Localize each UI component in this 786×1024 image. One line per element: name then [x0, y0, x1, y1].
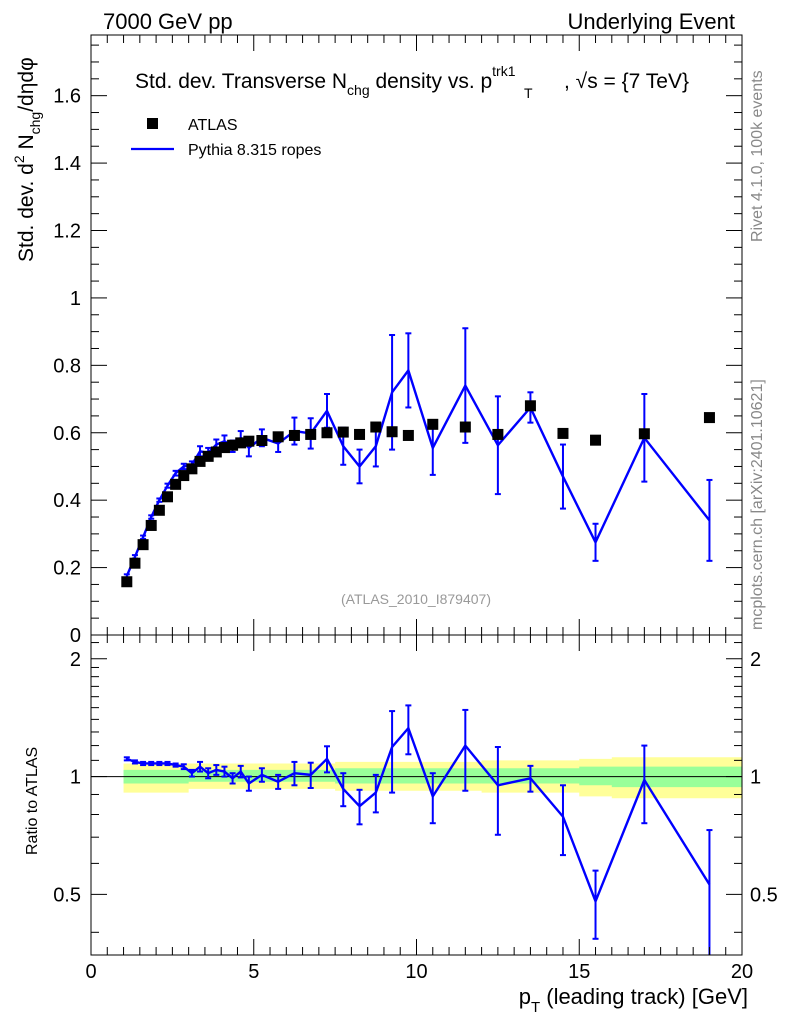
main-y-tick-label: 0.8	[53, 355, 81, 377]
ratio-y-tick-label-right: 2	[750, 649, 761, 671]
x-tick-label: 5	[248, 961, 259, 983]
main-y-tick-label: 0.6	[53, 423, 81, 445]
atlas-point	[227, 439, 239, 451]
atlas-point	[272, 431, 284, 443]
main-y-axis-label: Std. dev. d2 Nchg/dηdφ	[11, 57, 43, 262]
ratio-line	[126, 726, 711, 903]
ylabel-sub: chg	[27, 112, 43, 135]
legend-pythia-label: Pythia 8.315 ropes	[188, 142, 321, 159]
atlas-point	[145, 519, 157, 531]
atlas-point	[243, 435, 255, 447]
ratio-y-tick-label-right: 0.5	[750, 884, 778, 906]
atlas-point	[337, 426, 349, 438]
title-suffix: , √s = {7 TeV}	[564, 70, 689, 93]
main-y-tick-label: 0.2	[53, 558, 81, 580]
header-left-label: 7000 GeV pp	[103, 9, 233, 34]
main-plot-title: Std. dev. Transverse Nchg density vs. pt…	[135, 63, 689, 101]
atlas-point	[370, 421, 382, 433]
atlas-point	[210, 446, 222, 458]
analysis-label: (ATLAS_2010_I879407)	[341, 591, 491, 607]
ylabel-sup: 2	[11, 155, 27, 163]
atlas-point	[638, 428, 650, 440]
xlabel-suffix: (leading track) [GeV]	[540, 984, 748, 1009]
atlas-point	[194, 455, 206, 467]
atlas-point	[305, 428, 317, 440]
x-tick-label: 0	[85, 961, 96, 983]
legend: ATLAS Pythia 8.315 ropes	[131, 117, 321, 159]
title-sub-chg: chg	[347, 82, 370, 98]
ylabel-suffix: /dηdφ	[15, 57, 38, 112]
xlabel-sub: T	[531, 999, 540, 1016]
main-y-tick-label: 0	[70, 625, 81, 647]
atlas-point	[288, 429, 300, 441]
atlas-point	[492, 428, 504, 440]
pythia-line	[125, 369, 711, 577]
ylabel-n: N	[15, 134, 38, 155]
x-tick-label: 20	[731, 961, 753, 983]
rivet-version-label: Rivet 4.1.0, 100k events	[749, 70, 766, 242]
main-y-tick-label: 1.6	[53, 86, 81, 108]
ratio-y-tick-label: 1	[70, 767, 81, 789]
main-panel: 0 0.2 0.4 0.6 0.8 1 1.2 1.4 1.6 Std. dev. Transv…	[11, 34, 743, 647]
atlas-point	[153, 504, 165, 516]
title-prefix: Std. dev. Transverse N	[135, 70, 347, 93]
atlas-point	[218, 442, 230, 454]
atlas-point	[524, 400, 536, 412]
atlas-point	[321, 427, 333, 439]
atlas-point	[137, 539, 149, 551]
main-y-tick-label: 1	[70, 288, 81, 310]
atlas-point	[459, 421, 471, 433]
title-sup-trk1: trk1	[492, 63, 516, 79]
atlas-point	[129, 557, 141, 569]
atlas-point	[256, 435, 268, 447]
atlas-point	[402, 429, 414, 441]
x-axis-label: pT (leading track) [GeV]	[519, 984, 748, 1016]
ratio-panel: 0.5 0.51 12 20 5 10 15 20 Ratio to ATLAS pT (le…	[24, 634, 778, 1016]
main-y-tick-label: 0.4	[53, 490, 81, 512]
header-right-label: Underlying Event	[567, 9, 735, 34]
ratio-y-tick-label: 2	[70, 649, 81, 671]
atlas-point	[427, 418, 439, 430]
atlas-point	[121, 576, 133, 588]
ylabel-prefix: Std. dev. d	[15, 163, 38, 262]
x-tick-label: 15	[568, 961, 590, 983]
ratio-y-tick-label-right: 1	[750, 767, 761, 789]
title-middle: density vs. p	[370, 70, 493, 93]
atlas-point	[170, 478, 182, 490]
ratio-y-tick-label: 0.5	[53, 884, 81, 906]
x-tick-label: 10	[405, 961, 427, 983]
atlas-point	[703, 412, 715, 424]
atlas-point	[354, 428, 366, 440]
legend-atlas-label: ATLAS	[188, 117, 238, 134]
atlas-point	[202, 450, 214, 462]
xlabel-prefix: p	[519, 984, 531, 1009]
atlas-point	[235, 437, 247, 449]
atlas-point	[386, 426, 398, 438]
main-y-tick-label: 1.4	[53, 153, 81, 175]
title-sub-t: T	[524, 85, 533, 101]
atlas-point	[186, 463, 198, 475]
atlas-point	[161, 491, 173, 503]
main-y-tick-label: 1.2	[53, 221, 81, 243]
atlas-point	[557, 427, 569, 439]
ratio-y-axis-label: Ratio to ATLAS	[24, 747, 41, 855]
atlas-point	[590, 434, 602, 446]
mcplots-label: mcplots.cern.ch [arXiv:2401.10621]	[749, 379, 766, 630]
legend-atlas-marker	[147, 118, 158, 129]
atlas-point	[178, 470, 190, 482]
